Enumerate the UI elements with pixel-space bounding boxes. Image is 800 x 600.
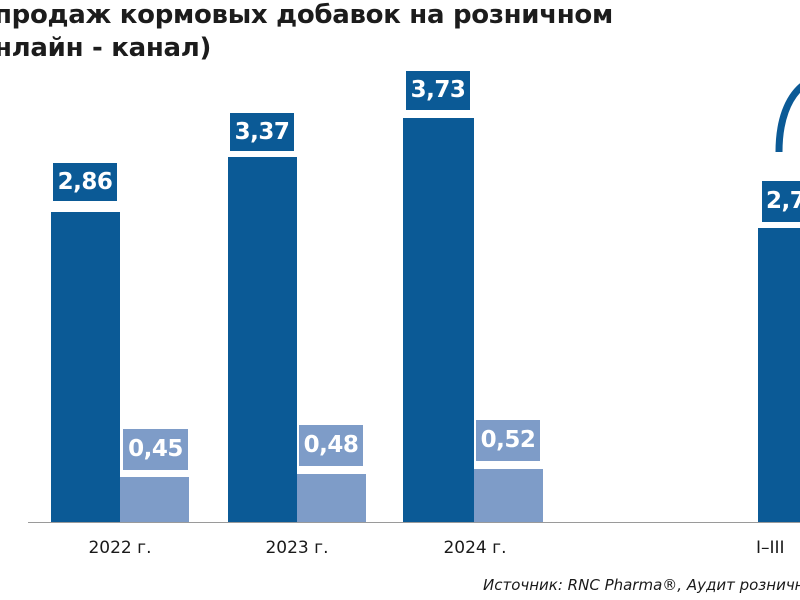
source-note: Источник: RNC Pharma®, Аудит розничны	[483, 576, 800, 594]
x-label-2022: 2022 г.	[88, 538, 152, 558]
value-label-2024-light: 0,52	[476, 420, 540, 461]
growth-arc-icon	[775, 83, 800, 153]
value-label-2022-light: 0,45	[123, 429, 188, 470]
bar-2023-light	[297, 474, 366, 522]
value-label-2022-dark: 2,86	[53, 163, 117, 201]
x-label-9m: I–III	[756, 538, 785, 558]
value-label-2023-dark: 3,37	[230, 113, 294, 151]
bar-2024-dark	[403, 118, 474, 522]
bar-2022-light	[120, 477, 189, 522]
value-label-2023-light: 0,48	[299, 425, 363, 466]
value-label-2024-dark: 3,73	[406, 71, 470, 110]
bar-2024-light	[474, 469, 543, 522]
chart-title-line1: продаж кормовых добавок на розничном	[0, 0, 613, 30]
x-axis-line	[28, 522, 800, 523]
bar-2022-dark	[51, 212, 120, 522]
chart-title-line2: нлайн - канал)	[0, 33, 212, 63]
x-label-2023: 2023 г.	[265, 538, 329, 558]
value-label-9m-dark: 2,7	[762, 181, 800, 222]
x-label-2024: 2024 г.	[443, 538, 507, 558]
bar-9m-dark	[758, 228, 800, 522]
bar-2023-dark	[228, 157, 297, 522]
